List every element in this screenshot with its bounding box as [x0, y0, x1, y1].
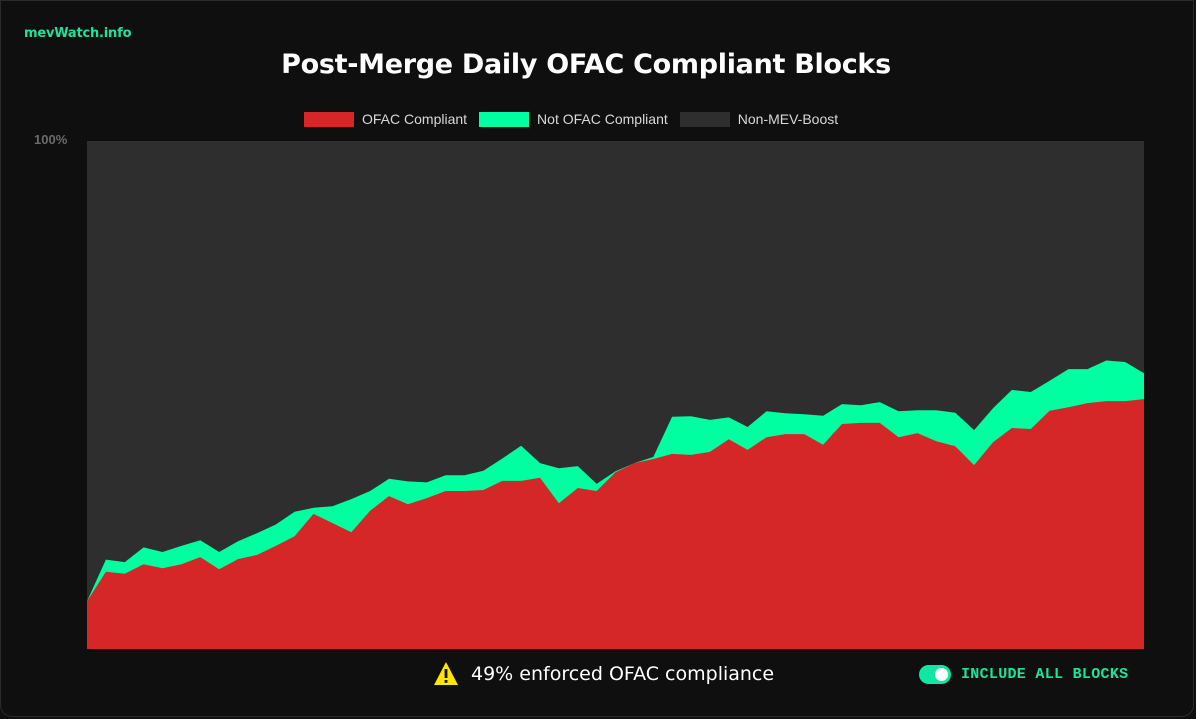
toggle-label: INCLUDE ALL BLOCKS [961, 666, 1129, 683]
legend-label: Non-MEV-Boost [737, 111, 839, 127]
legend-swatch-not-ofac-compliant [479, 111, 530, 127]
compliance-status-text: 49% enforced OFAC compliance [471, 663, 775, 685]
chart-title: Post-Merge Daily OFAC Compliant Blocks [281, 49, 891, 80]
brand-link[interactable]: mevWatch.info [24, 26, 132, 41]
legend-label: OFAC Compliant [362, 111, 468, 127]
warning-triangle-icon [434, 662, 458, 685]
legend-item-non-mev-boost[interactable]: Non-MEV-Boost [679, 111, 839, 127]
legend-item-not-ofac-compliant[interactable]: Not OFAC Compliant [479, 111, 668, 127]
legend-swatch-ofac-compliant [304, 111, 354, 127]
include-all-blocks-toggle[interactable]: INCLUDE ALL BLOCKS [919, 665, 1128, 684]
y-axis-top-label: 100% [34, 132, 68, 147]
toggle-knob [935, 668, 948, 681]
stacked-area-chart[interactable] [87, 141, 1144, 649]
legend-label: Not OFAC Compliant [537, 111, 668, 127]
legend-item-ofac-compliant[interactable]: OFAC Compliant [304, 111, 467, 127]
ofac-compliant-area [87, 399, 1144, 649]
compliance-status: 49% enforced OFAC compliance [433, 661, 774, 687]
legend-swatch-non-mev-boost [679, 111, 730, 127]
toggle-switch[interactable] [919, 665, 951, 684]
chart-legend: OFAC Compliant Not OFAC Compliant Non-ME… [304, 111, 850, 127]
